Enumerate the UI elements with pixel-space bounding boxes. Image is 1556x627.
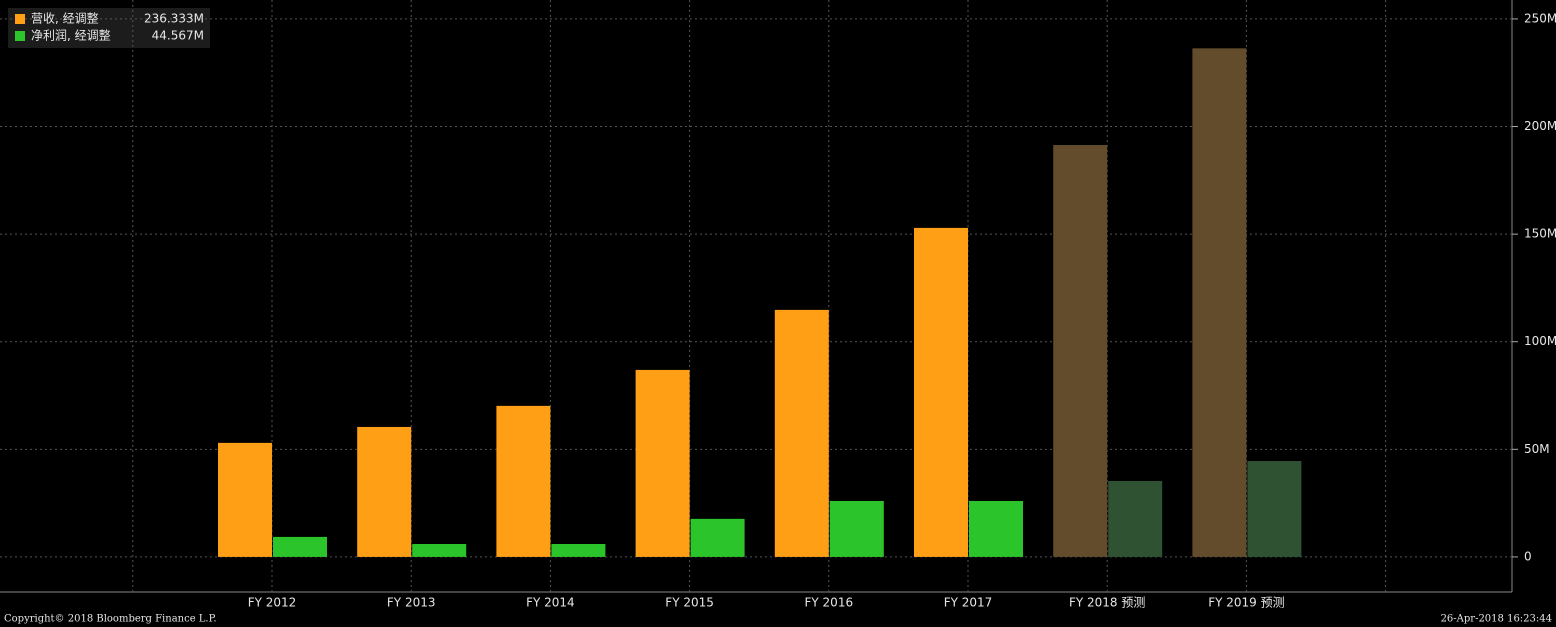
bar bbox=[690, 518, 745, 557]
bar bbox=[1247, 461, 1302, 557]
x-tick-label: FY 2012 bbox=[248, 596, 297, 610]
legend-value: 236.333M bbox=[144, 12, 204, 26]
y-tick-label: 250M bbox=[1524, 11, 1556, 25]
bar bbox=[774, 309, 829, 557]
x-tick-label: FY 2018 预测 bbox=[1069, 596, 1145, 610]
x-tick-label: FY 2013 bbox=[387, 596, 436, 610]
bar bbox=[218, 442, 272, 557]
bar bbox=[1108, 480, 1163, 557]
legend-value: 44.567M bbox=[152, 29, 204, 43]
legend-swatch bbox=[15, 31, 25, 41]
x-tick-label: FY 2014 bbox=[526, 596, 575, 610]
y-tick-label: 50M bbox=[1524, 442, 1550, 456]
bar bbox=[551, 544, 606, 557]
bar bbox=[969, 500, 1023, 557]
y-tick-label: 200M bbox=[1524, 119, 1556, 133]
copyright: Copyright© 2018 Bloomberg Finance L.P. bbox=[4, 614, 217, 625]
bar bbox=[914, 227, 968, 557]
bar bbox=[357, 426, 412, 557]
legend-box bbox=[8, 8, 210, 48]
bar bbox=[829, 500, 884, 557]
x-tick-label: FY 2019 预测 bbox=[1208, 596, 1284, 610]
y-tick-label: 150M bbox=[1524, 227, 1556, 241]
date: 26-Apr-2018 16:23:44 bbox=[1441, 614, 1552, 625]
y-tick-label: 100M bbox=[1524, 334, 1556, 348]
x-tick-label: FY 2017 bbox=[944, 596, 993, 610]
bar bbox=[1053, 145, 1108, 557]
x-tick-label: FY 2015 bbox=[665, 596, 714, 610]
bar bbox=[635, 369, 690, 557]
y-tick-label: 0 bbox=[1524, 549, 1532, 563]
bar bbox=[496, 405, 551, 557]
bar bbox=[273, 536, 327, 557]
bar bbox=[1192, 48, 1247, 557]
x-tick-label: FY 2016 bbox=[805, 596, 854, 610]
legend-swatch bbox=[15, 14, 25, 24]
bar bbox=[412, 544, 467, 557]
legend-label: 净利润, 经调整 bbox=[31, 28, 111, 43]
legend-label: 营收, 经调整 bbox=[31, 11, 99, 26]
